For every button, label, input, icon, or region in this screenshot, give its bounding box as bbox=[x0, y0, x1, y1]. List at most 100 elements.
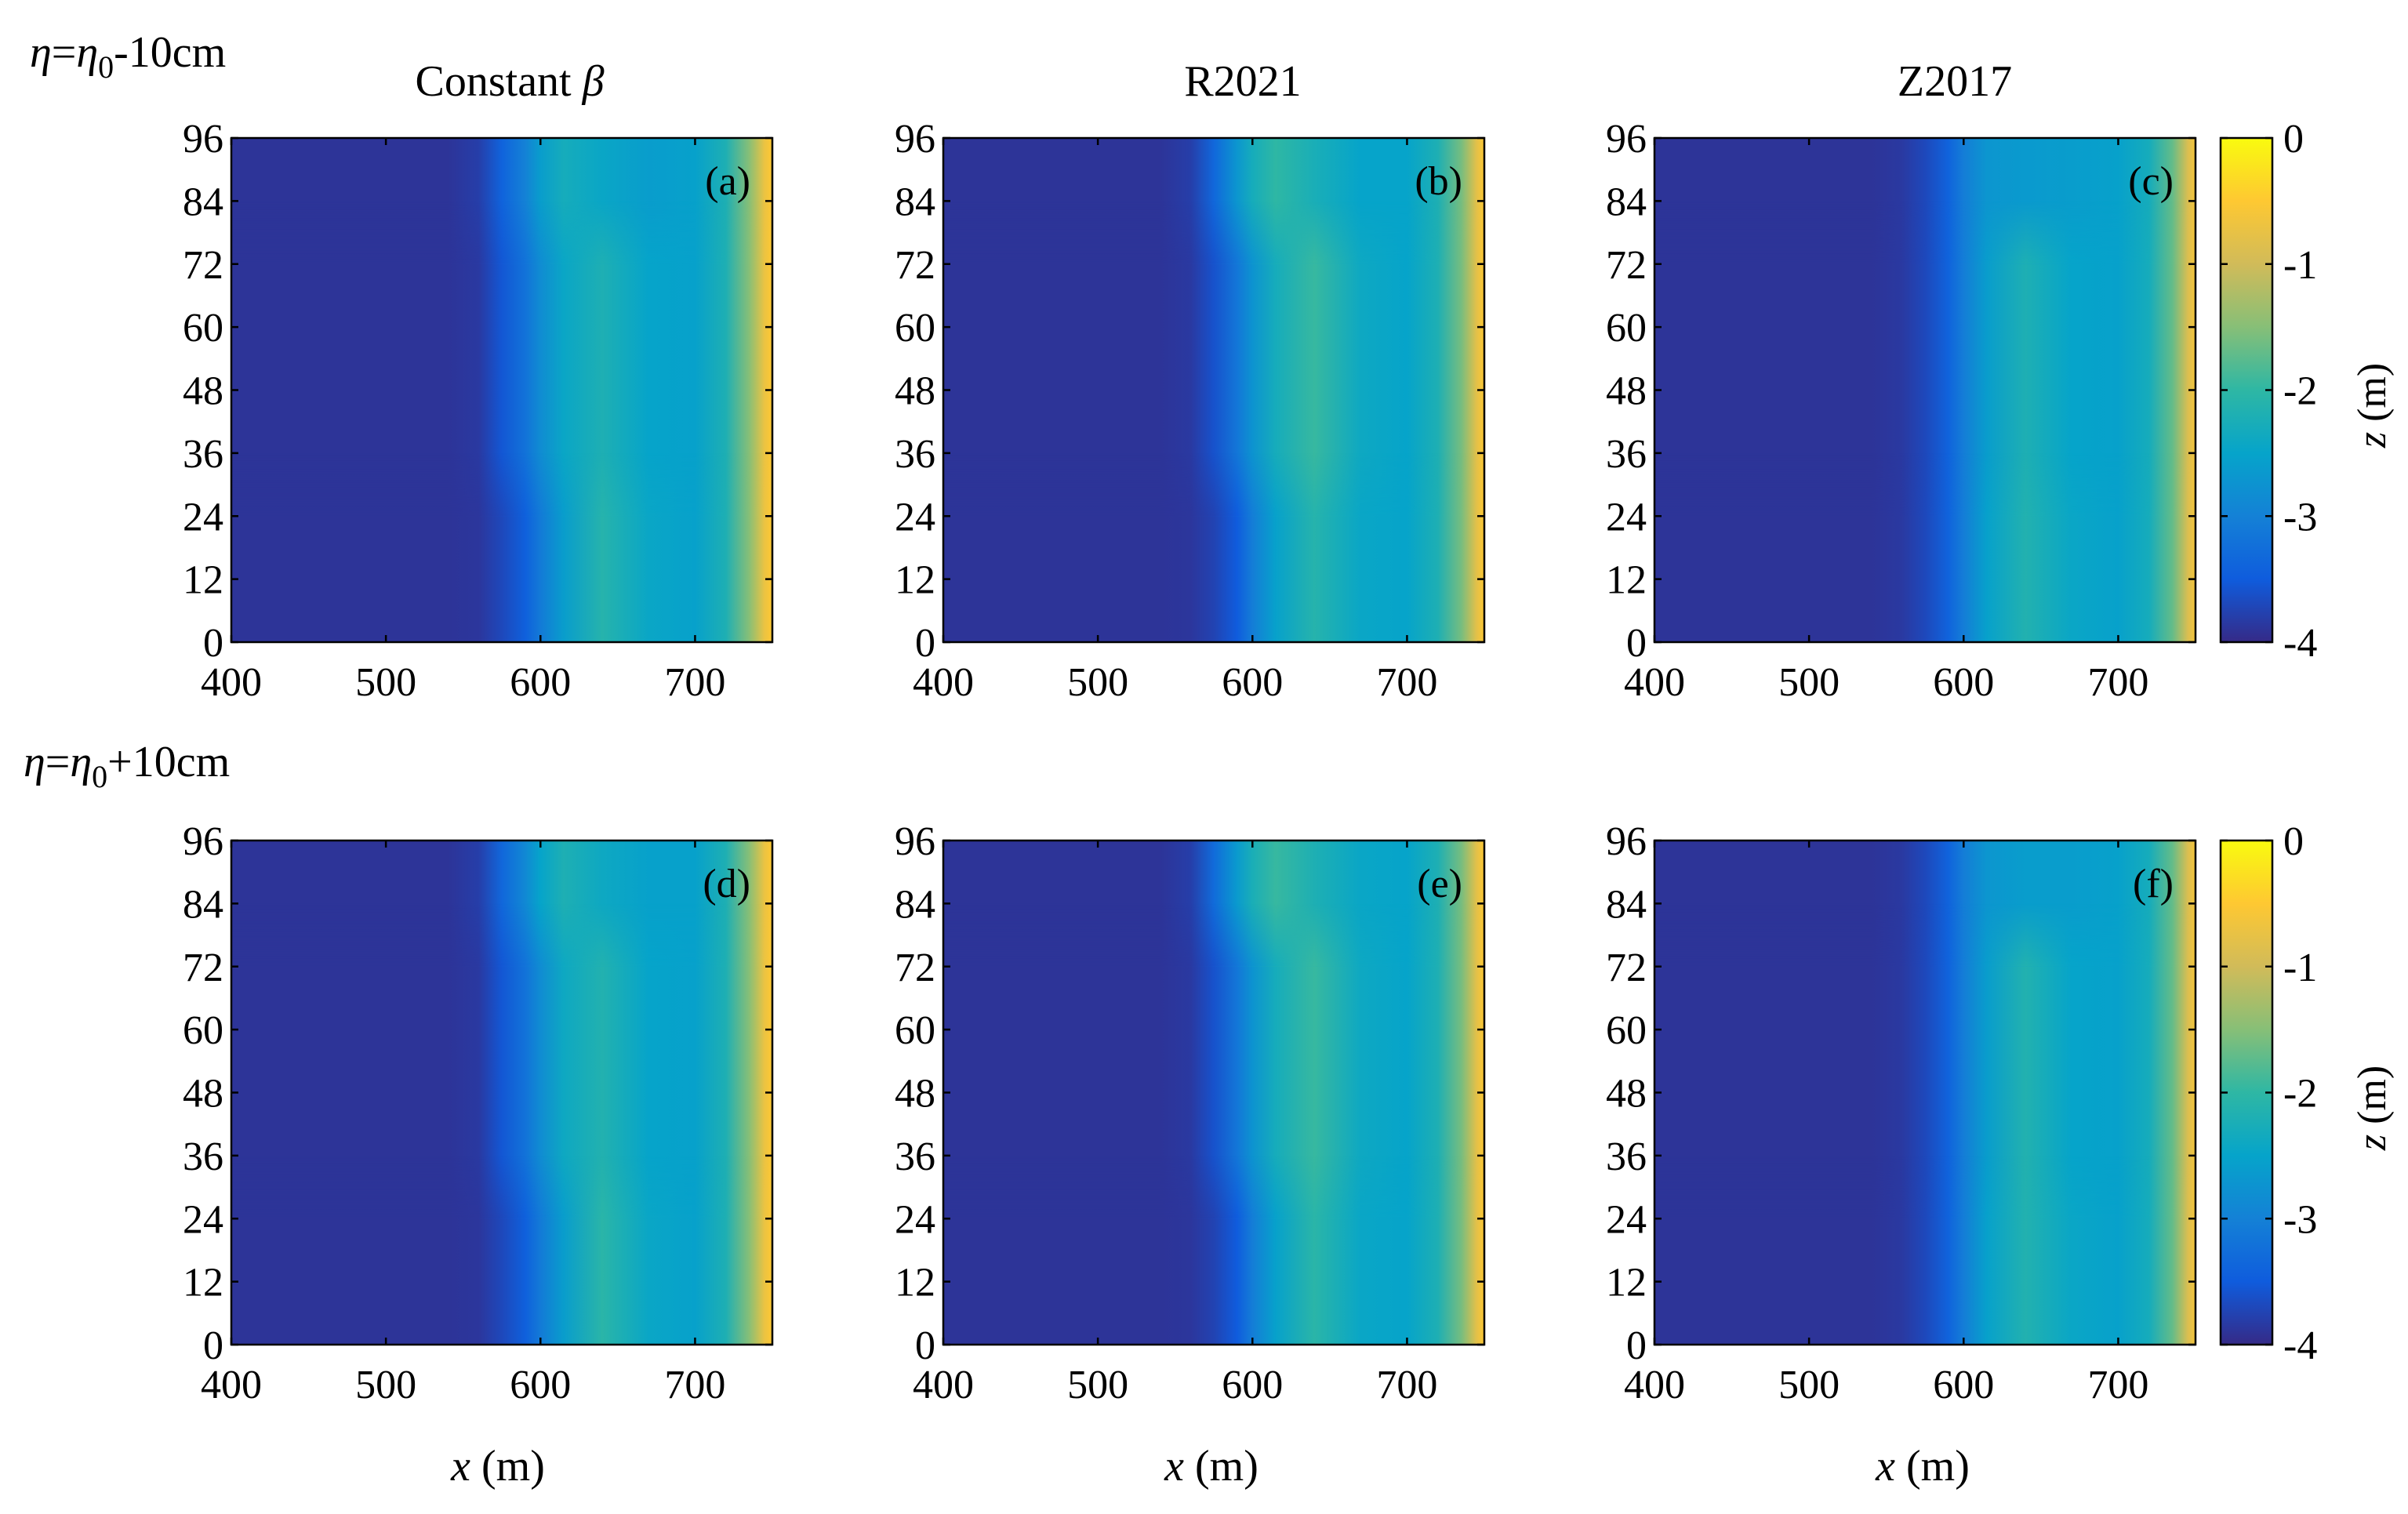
y-tick-label: 12 bbox=[183, 558, 223, 603]
x-tick-label: 600 bbox=[1933, 660, 1994, 705]
y-tick-label: 48 bbox=[183, 369, 223, 414]
y-tick-label: 96 bbox=[895, 117, 935, 162]
panel-d: 0 12 24 36 48 60 72 84 96 400 500 600 700 (d) bbox=[183, 819, 774, 1407]
panel-label-a: (a) bbox=[705, 159, 750, 204]
colorbar-tick-label: -2 bbox=[2283, 1072, 2317, 1116]
y-tick-label: 24 bbox=[183, 1197, 223, 1242]
colorbar-label-bottom: z (m) bbox=[2350, 1066, 2395, 1151]
colorbar-tick-label: 0 bbox=[2283, 117, 2304, 162]
panel-label-b: (b) bbox=[1415, 159, 1462, 204]
y-tick-label: 72 bbox=[895, 243, 935, 288]
panel-label-f: (f) bbox=[2133, 862, 2174, 906]
y-tick-label: 12 bbox=[895, 1261, 935, 1305]
y-tick-label: 0 bbox=[1626, 621, 1647, 666]
y-tick-label: 36 bbox=[183, 432, 223, 477]
colorbar-tick-label: -1 bbox=[2283, 243, 2317, 288]
colorbar-ramp bbox=[2219, 136, 2274, 644]
heatmap-c bbox=[1654, 138, 2196, 642]
y-tick-label: 48 bbox=[1606, 1072, 1647, 1116]
heatmap-band-y0 bbox=[943, 516, 1484, 642]
heatmap-blend bbox=[1654, 903, 2196, 968]
y-tick-label: 36 bbox=[1606, 1135, 1647, 1179]
panel-b: 0 12 24 36 48 60 72 84 96 400 500 600 700 (b) bbox=[895, 117, 1486, 705]
heatmap-e bbox=[943, 841, 1484, 1345]
y-tick-label: 24 bbox=[1606, 1197, 1647, 1242]
x-tick-label: 600 bbox=[510, 1363, 571, 1407]
y-tick-label: 12 bbox=[895, 558, 935, 603]
colorbar-tick-label: -4 bbox=[2283, 1323, 2317, 1368]
x-tick-label: 500 bbox=[355, 660, 416, 705]
x-tick-label: 700 bbox=[1376, 660, 1437, 705]
y-tick-label: 48 bbox=[895, 369, 935, 414]
heatmap-band-y0 bbox=[1654, 516, 2196, 642]
y-tick-label: 60 bbox=[183, 306, 223, 350]
x-tick-label: 700 bbox=[2087, 1363, 2148, 1407]
panel-a: 0 12 24 36 48 60 72 84 96 400 500 600 700 (a) bbox=[183, 117, 774, 705]
colorbar-tick-label: -4 bbox=[2283, 621, 2317, 666]
x-axis-label-f: x (m) bbox=[1875, 1442, 1970, 1490]
y-tick-label: 84 bbox=[183, 882, 223, 927]
row-label-top: η=η0-10cm bbox=[30, 28, 226, 85]
heatmap-f bbox=[1654, 841, 2196, 1345]
y-tick-label: 0 bbox=[915, 1323, 935, 1368]
x-tick-label: 400 bbox=[913, 1363, 974, 1407]
y-tick-label: 84 bbox=[895, 180, 935, 224]
y-tick-label: 72 bbox=[1606, 946, 1647, 990]
y-tick-label: 84 bbox=[1606, 180, 1647, 224]
heatmap-band-y0 bbox=[943, 1218, 1484, 1345]
colorbar-bottom: 0 -1 -2 -3 -4 bbox=[2219, 819, 2317, 1368]
column-title-constant-beta: Constant β bbox=[415, 57, 604, 106]
x-tick-label: 500 bbox=[1067, 660, 1128, 705]
y-tick-label: 0 bbox=[1626, 1323, 1647, 1368]
colorbars-group: 0 -1 -2 -3 -4 0 -1 -2 -3 -4 bbox=[2219, 117, 2317, 1368]
x-tick-label: 700 bbox=[2087, 660, 2148, 705]
x-tick-label: 400 bbox=[201, 660, 262, 705]
y-tick-label: 12 bbox=[1606, 1261, 1647, 1305]
x-tick-label: 400 bbox=[913, 660, 974, 705]
heatmap-blend bbox=[231, 903, 772, 968]
y-tick-label: 24 bbox=[895, 1197, 935, 1242]
x-tick-label: 500 bbox=[1067, 1363, 1128, 1407]
y-tick-label: 36 bbox=[1606, 432, 1647, 477]
colorbar-tick-label: -3 bbox=[2283, 495, 2317, 539]
x-tick-label: 600 bbox=[1222, 660, 1283, 705]
y-tick-label: 0 bbox=[915, 621, 935, 666]
y-tick-label: 12 bbox=[183, 1261, 223, 1305]
x-tick-label: 400 bbox=[1624, 660, 1685, 705]
panel-label-c: (c) bbox=[2128, 159, 2174, 204]
y-tick-label: 84 bbox=[183, 180, 223, 224]
colorbar-top: 0 -1 -2 -3 -4 bbox=[2219, 117, 2317, 666]
heatmap-blend bbox=[1654, 452, 2196, 517]
colorbar-tick-label: 0 bbox=[2283, 819, 2304, 864]
heatmap-blend bbox=[231, 201, 772, 265]
y-tick-label: 60 bbox=[1606, 306, 1647, 350]
heatmap-blend bbox=[231, 1155, 772, 1220]
x-tick-label: 400 bbox=[201, 1363, 262, 1407]
row-label-bottom: η=η0+10cm bbox=[24, 738, 230, 794]
x-tick-label: 500 bbox=[1778, 1363, 1840, 1407]
heatmap-band-y0 bbox=[1654, 1218, 2196, 1345]
colorbar-tick-label: -1 bbox=[2283, 946, 2317, 990]
y-tick-label: 0 bbox=[203, 1323, 223, 1368]
panel-label-e: (e) bbox=[1417, 862, 1462, 906]
x-tick-label: 700 bbox=[664, 660, 725, 705]
colorbar-tick-label: -2 bbox=[2283, 369, 2317, 414]
panel-e: 0 12 24 36 48 60 72 84 96 400 500 600 700 (e) bbox=[895, 819, 1486, 1407]
y-tick-label: 96 bbox=[183, 819, 223, 864]
y-tick-label: 24 bbox=[183, 495, 223, 539]
y-tick-label: 60 bbox=[895, 1008, 935, 1053]
x-tick-label: 700 bbox=[1376, 1363, 1437, 1407]
heatmap-band-y0 bbox=[231, 516, 772, 642]
y-tick-label: 60 bbox=[1606, 1008, 1647, 1053]
y-tick-label: 84 bbox=[1606, 882, 1647, 927]
column-title-r2021: R2021 bbox=[1184, 57, 1301, 106]
y-tick-label: 48 bbox=[895, 1072, 935, 1116]
panel-c: 0 12 24 36 48 60 72 84 96 400 500 600 700 (c) bbox=[1606, 117, 2197, 705]
heatmap-blend bbox=[943, 452, 1484, 517]
x-tick-label: 600 bbox=[1933, 1363, 1994, 1407]
y-tick-label: 72 bbox=[1606, 243, 1647, 288]
y-tick-label: 36 bbox=[183, 1135, 223, 1179]
y-tick-label: 60 bbox=[183, 1008, 223, 1053]
